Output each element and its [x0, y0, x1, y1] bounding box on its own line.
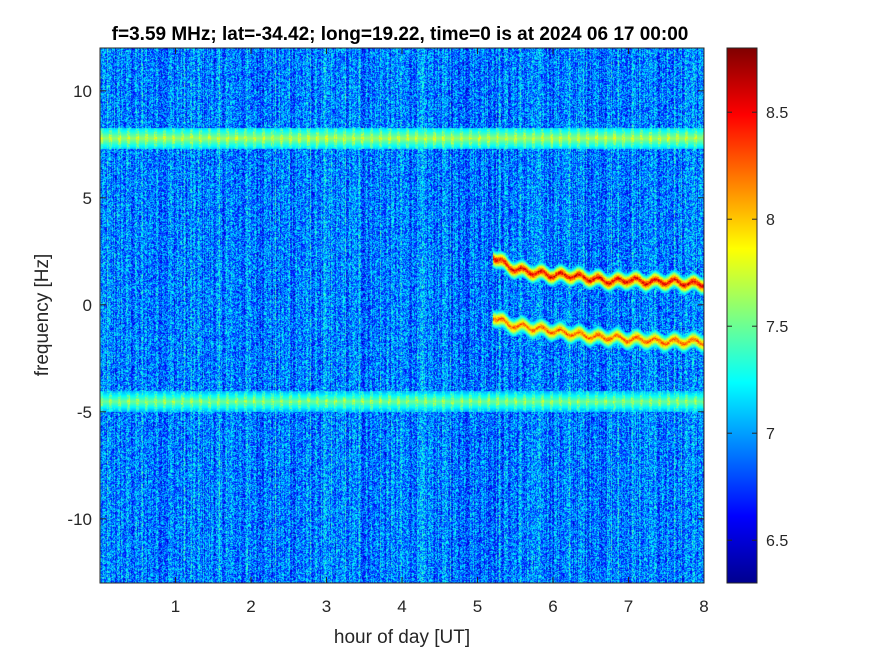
- colorbar-ticks: 6.5 7 7.5 8 8.5: [727, 105, 788, 550]
- x-axis-label: hour of day [UT]: [334, 627, 470, 648]
- y-axis: -10 -5 0 5 10: [67, 82, 704, 529]
- colorbar-tick-label: 6.5: [766, 533, 788, 550]
- plot-area: [99, 47, 705, 584]
- chart-title: f=3.59 MHz; lat=-34.42; long=19.22, time…: [112, 24, 689, 45]
- x-axis: 1 2 3 4 5 6 7 8: [171, 48, 709, 616]
- x-tick-label: 3: [322, 597, 331, 616]
- colorbar: 6.5 7 7.5 8 8.5: [726, 47, 788, 584]
- colorbar-tick-label: 7: [766, 426, 775, 443]
- y-tick-label: -5: [77, 403, 92, 422]
- x-tick-label: 4: [397, 597, 406, 616]
- y-tick-label: 10: [73, 82, 92, 101]
- y-axis-label: frequency [Hz]: [32, 254, 53, 377]
- x-tick-label: 2: [246, 597, 255, 616]
- x-tick-label: 8: [699, 597, 708, 616]
- x-tick-label: 5: [473, 597, 482, 616]
- x-tick-label: 6: [548, 597, 557, 616]
- x-tick-label: 7: [624, 597, 633, 616]
- colorbar-tick-label: 8.5: [766, 105, 788, 122]
- colorbar-scale: [726, 47, 758, 584]
- colorbar-tick-label: 8: [766, 212, 775, 229]
- y-tick-label: 5: [83, 189, 92, 208]
- y-tick-label: 0: [83, 296, 92, 315]
- spectrogram-heatmap: [100, 48, 704, 583]
- x-tick-label: 1: [171, 597, 180, 616]
- y-tick-label: -10: [67, 510, 92, 529]
- colorbar-tick-label: 7.5: [766, 319, 788, 336]
